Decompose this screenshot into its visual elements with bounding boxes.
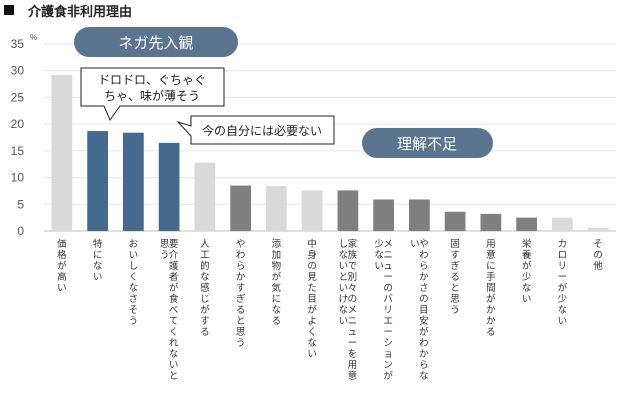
category-label: やわらかすぎると思う (236, 239, 246, 349)
category-label: 要介護者が食べてくれないと思う (160, 239, 179, 382)
category-label: 人工的な感じがする (200, 239, 210, 338)
y-axis-ticks: 0 5 10 15 20 25 30 35 (11, 37, 25, 238)
bar (230, 185, 251, 231)
y-unit-label: % (30, 33, 37, 42)
misunderstanding-pill-shape (362, 128, 493, 158)
y-tick-label: 30 (11, 64, 25, 78)
bar (552, 217, 573, 231)
bar (158, 142, 180, 231)
category-label: やわらかさの目安がわからない (410, 239, 429, 382)
category-label: 固すぎると思う (450, 239, 460, 316)
y-tick-label: 20 (11, 117, 25, 131)
preconception-pill-label: ネガ先入観 (118, 34, 193, 52)
bar (587, 227, 609, 231)
category-label: 特にない (93, 238, 103, 283)
category-label: 栄養が少ない (522, 238, 532, 305)
bar (266, 186, 287, 231)
y-tick-label: 35 (11, 37, 25, 51)
category-label: メニューのバリエーションが少ない (374, 239, 393, 382)
y-tick-label: 15 (11, 144, 25, 158)
taste-callout-line-1: ドロドロ、ぐちゃぐ (98, 73, 206, 87)
x-axis-categories: 価格が高い 特にない おいしくなさそう 要介護者が食べてくれないと思う 人工的な感じがす… (57, 238, 603, 382)
category-label: 価格が高い (57, 238, 67, 294)
bar (444, 211, 466, 231)
unneeded-callout: 今の自分には必要ない (176, 115, 335, 145)
bar (123, 132, 144, 231)
misunderstanding-pill: 理解不足 (362, 128, 493, 158)
preconception-pill-shape (74, 27, 238, 57)
category-label: 用意に手間がかかる (486, 239, 496, 338)
chart-title: 介護食非利用理由 (27, 4, 132, 20)
bar (480, 213, 502, 231)
y-tick-label: 25 (11, 90, 25, 104)
taste-callout: ドロドロ、ぐちゃぐ ちゃ、味が薄そう (80, 67, 225, 122)
bar (51, 74, 73, 231)
unneeded-callout-text: 今の自分には必要ない (202, 123, 322, 138)
preconception-pill: ネガ先入観 (74, 27, 238, 57)
category-label: その他 (593, 239, 603, 272)
category-label: カロリーが少ない (558, 239, 568, 327)
misunderstanding-pill-label: 理解不足 (397, 135, 457, 153)
unneeded-callout-bubble (176, 115, 335, 145)
title-marker (4, 5, 14, 15)
bar (373, 199, 394, 231)
bar (301, 190, 323, 231)
bar (516, 217, 537, 231)
category-label: 添加物が気になる (272, 239, 282, 327)
y-tick-label: 10 (11, 171, 25, 185)
y-tick-label: 0 (17, 224, 24, 238)
category-label: おいしくなさそう (129, 239, 139, 327)
taste-callout-line-2: ちゃ、味が薄そう (104, 88, 200, 103)
bar (194, 162, 216, 231)
taste-callout-bubble (80, 67, 225, 122)
bars-layer (51, 74, 609, 231)
bar (337, 190, 359, 231)
y-tick-label: 5 (17, 197, 24, 211)
category-label: 家族で別々のメニューを用意しないといけない (339, 238, 358, 382)
bar (87, 131, 108, 231)
bar (409, 199, 430, 231)
category-label: 中身の見た目がよくない (307, 238, 317, 360)
